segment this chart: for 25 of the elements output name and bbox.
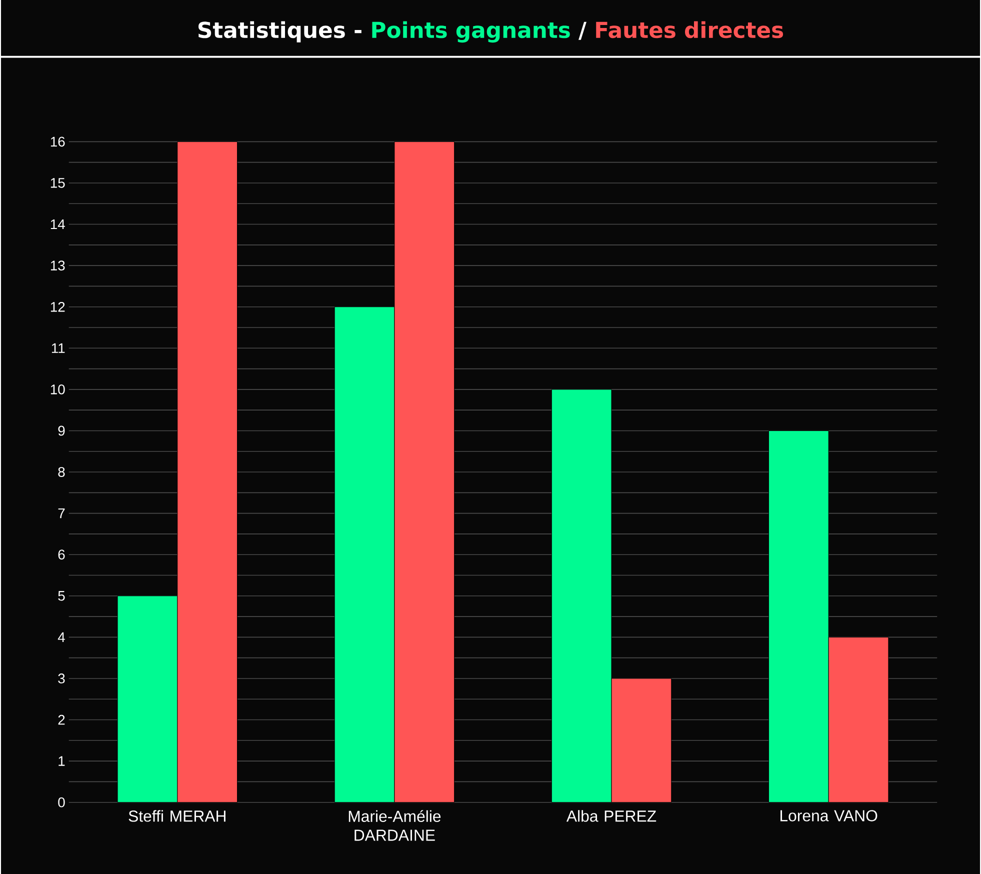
y-tick-label: 4 [58,632,65,642]
y-tick-label: 11 [52,343,65,353]
x-tick-label: Alba PEREZ [566,810,656,822]
chart-title: Statistiques - [198,21,362,42]
text: / [578,22,586,40]
y-tick-label: 14 [50,219,65,229]
x-tick-label: Marie-Amélie DARDAINE [348,810,441,841]
y-tick-label: 2 [58,714,65,725]
y-tick-label: 15 [50,178,65,188]
y-tick-label: 7 [58,508,65,518]
y-tick-label: 3 [58,673,65,684]
y-tick-label: 16 [50,136,65,147]
y-tick-label: 10 [50,384,65,394]
x-tick-label: Steffi MERAH [128,810,226,822]
y-tick-label: 0 [58,797,65,808]
y-tick-label: 5 [58,590,65,601]
y-tick-label: 1 [58,756,65,766]
text: Fautes directes [596,21,784,38]
y-tick-label: 8 [58,466,65,477]
text: Points gagnants [372,21,570,43]
y-tick-label: 13 [50,260,65,270]
x-tick-label: Lorena VANO [780,810,878,822]
y-tick-label: 12 [50,302,65,312]
y-tick-label: 9 [58,426,65,436]
y-tick-label: 6 [58,550,65,560]
